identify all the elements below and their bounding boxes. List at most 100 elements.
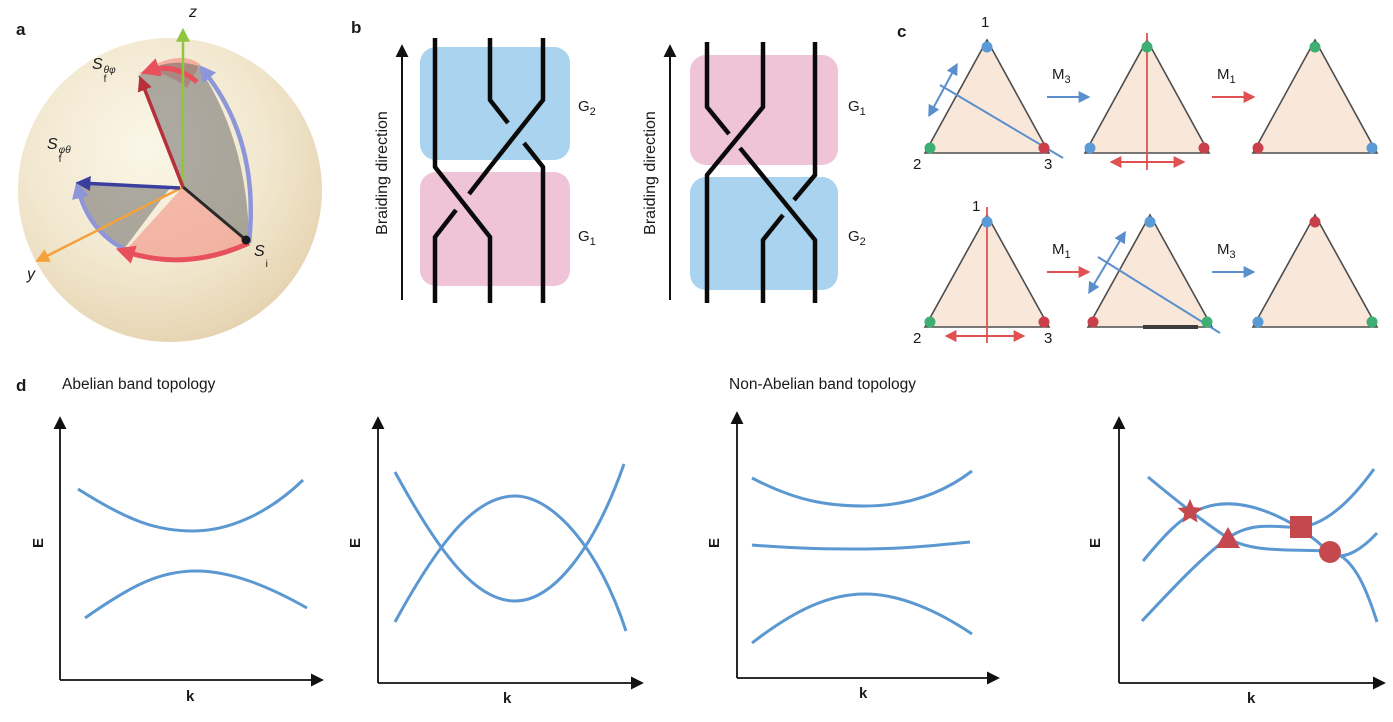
braid-left-strand-3 (432, 38, 546, 303)
plot2-e-label: E (347, 538, 364, 549)
m3-r2-base: M (1217, 241, 1230, 258)
final-spin-pt-base: S (47, 136, 58, 153)
panel-a-label: a (16, 20, 26, 39)
op-label-m3-r1: M3 (1052, 66, 1071, 86)
vertex-label-3-r2: 3 (1044, 330, 1053, 347)
dot-r2t1-bottom-right (1038, 316, 1050, 328)
panel-b-label: b (351, 18, 362, 37)
g2-left-base: G (578, 98, 590, 115)
plot1-upper-band (77, 478, 305, 533)
m3-r1-base: M (1052, 66, 1065, 83)
mirror-double-arrow-m3-r2 (1088, 230, 1126, 295)
final-spin-tp-sub: f (103, 74, 107, 85)
braid-right-strand-2 (704, 42, 766, 303)
final-spin-vector-theta-phi (137, 75, 185, 188)
op-label-m1-r1: M1 (1217, 66, 1236, 86)
red-solid-angle-bottom (125, 187, 249, 258)
dot-r2t3-top (1309, 216, 1321, 228)
plot3-bottom-band (751, 592, 973, 645)
dot-r2t2-top (1144, 216, 1156, 228)
plot2-dome-band (393, 494, 628, 632)
g1-right-sub: 1 (859, 106, 866, 118)
crossing-marker-circle (1319, 541, 1341, 563)
red-path-arc-bottom (115, 240, 251, 264)
initial-spin-point (241, 235, 251, 245)
abelian-title: Abelian band topology (62, 376, 216, 393)
g2-right-base: G (848, 228, 860, 245)
plot1-e-label: E (30, 538, 47, 549)
z-axis-label: z (189, 4, 197, 21)
g1-left-base: G (578, 228, 590, 245)
bloch-sphere (18, 38, 322, 342)
dot-r1t1-bottom-right (1038, 142, 1050, 154)
y-axis-arrow (35, 185, 184, 262)
y-axis-label: y (27, 266, 35, 283)
vertex-label-2-r2: 2 (913, 330, 922, 347)
g2-right-sub: 2 (859, 236, 866, 248)
dot-r2t3-bottom-right (1366, 316, 1378, 328)
dot-r1t3-bottom-right (1366, 142, 1378, 154)
panel-b-braid-diagrams (395, 38, 838, 303)
panel-d-band-plots (53, 411, 1386, 690)
plot4-band-b (1141, 502, 1379, 562)
plot3-e-label: E (706, 538, 723, 549)
initial-spin-vector (182, 185, 247, 242)
plot4-e-label: E (1087, 538, 1104, 549)
braid-left-strand-2 (487, 38, 546, 303)
dot-r1t1-top (981, 41, 993, 53)
braid-right-strand-3 (760, 42, 818, 303)
dot-r1t3-bottom-left (1252, 142, 1264, 154)
g2-left-sub: 2 (589, 106, 596, 118)
braid-left-bottom-box-g1 (420, 172, 570, 286)
dot-r2t1-bottom-left (924, 316, 936, 328)
panel-c-triangles (923, 33, 1379, 343)
panel-a-sphere-diagram (18, 27, 322, 342)
plot1-lower-band (84, 569, 308, 620)
initial-spin-base: S (254, 243, 265, 260)
final-spin-tp-base: S (92, 56, 103, 73)
plot3-k-label: k (859, 685, 868, 702)
panel-d-label: d (16, 376, 27, 395)
g2-label-left: G2 (578, 98, 596, 118)
panel-c-label: c (897, 22, 907, 41)
plot3-top-band (751, 469, 973, 508)
braiding-direction-label-right: Braiding direction (642, 111, 659, 235)
dot-r1t2-bottom-left (1084, 142, 1096, 154)
g2-label-right: G2 (848, 228, 866, 248)
blue-path-arc-small (72, 181, 126, 251)
mirror-double-arrow-m3-r1 (928, 62, 958, 118)
initial-spin-sub: i (265, 259, 268, 270)
plot4-k-label: k (1247, 690, 1256, 707)
triangle-r2-2 (1086, 213, 1214, 328)
braid-right-top-box-g1 (690, 55, 838, 165)
m3-r2-sub: 3 (1229, 249, 1236, 261)
plot4-band-c (1140, 468, 1376, 623)
dot-r1t3-top (1309, 41, 1321, 53)
dot-r1t2-bottom-right (1198, 142, 1210, 154)
op-label-m3-r2: M3 (1217, 241, 1236, 261)
final-spin-vector-phi-theta (75, 176, 181, 192)
blue-path-arc-large (198, 64, 254, 244)
plot2-valley-band (393, 463, 626, 603)
g1-right-base: G (848, 98, 860, 115)
vertex-label-1-r1: 1 (981, 14, 990, 31)
m3-r1-sub: 3 (1064, 74, 1071, 86)
red-path-arc-top (140, 58, 199, 84)
braid-left-strand-1 (432, 38, 493, 303)
plot3-middle-band (751, 540, 971, 551)
g1-label-right: G1 (848, 98, 866, 118)
dot-r2t1-top (981, 216, 993, 228)
dot-r1t2-top (1141, 41, 1153, 53)
dot-r2t2-bottom-right (1201, 316, 1213, 328)
plot4-band-a (1147, 475, 1379, 623)
dot-r1t1-bottom-left (924, 142, 936, 154)
crossing-marker-triangle (1216, 527, 1240, 548)
triangle-r1-3 (1251, 38, 1379, 154)
triangle-r1-1 (923, 38, 1051, 154)
m1-r1-base: M (1217, 66, 1230, 83)
